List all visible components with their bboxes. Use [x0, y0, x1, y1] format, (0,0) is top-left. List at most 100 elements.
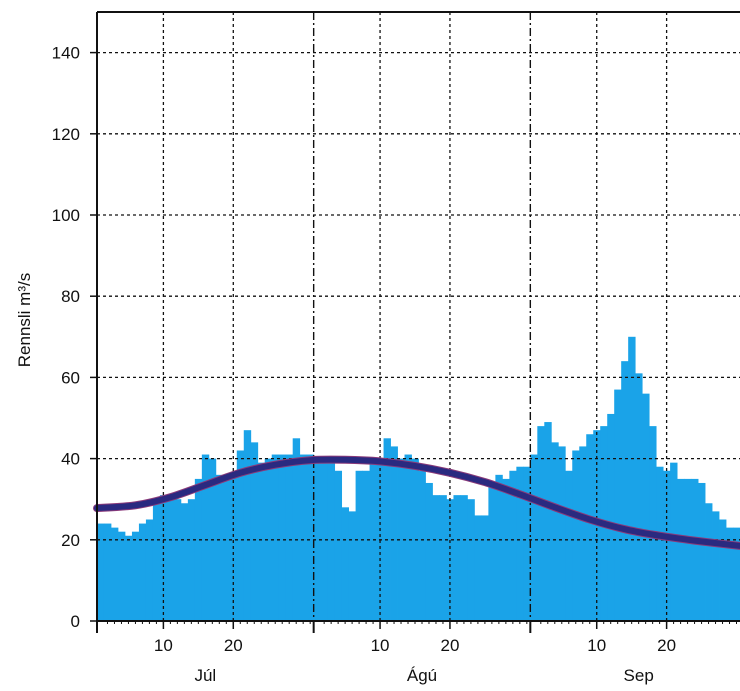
mean-curve — [94, 456, 740, 549]
bar — [656, 466, 664, 621]
bar — [439, 495, 447, 621]
bar — [481, 515, 489, 621]
bar — [271, 454, 280, 621]
bar — [719, 519, 727, 621]
bar — [733, 527, 740, 621]
bar — [537, 426, 545, 621]
bar — [152, 499, 161, 621]
bar — [551, 442, 559, 621]
bar — [131, 531, 140, 621]
bar — [138, 523, 147, 621]
bar — [222, 478, 231, 621]
bar — [299, 454, 308, 621]
bar — [432, 495, 440, 621]
bar — [614, 389, 622, 621]
bar — [110, 527, 119, 621]
y-tick-label: 20 — [61, 531, 80, 550]
bar — [509, 470, 517, 621]
bar — [236, 450, 245, 621]
bar — [425, 482, 433, 621]
y-tick-label: 40 — [61, 450, 80, 469]
bar — [187, 499, 196, 621]
y-tick-label: 100 — [52, 206, 80, 225]
bar — [257, 462, 266, 621]
bar — [558, 446, 566, 621]
bar — [201, 454, 210, 621]
bar — [691, 478, 699, 621]
month-label: Ágú — [407, 666, 437, 685]
bar — [404, 454, 412, 621]
y-tick-label: 80 — [61, 287, 80, 306]
bar — [320, 458, 329, 621]
bar — [495, 474, 503, 621]
bar — [250, 442, 259, 621]
bar — [334, 470, 343, 621]
y-tick-label: 140 — [52, 44, 80, 63]
bar — [194, 478, 203, 621]
bar — [474, 515, 482, 621]
bar — [341, 507, 350, 621]
bar — [677, 478, 685, 621]
day-tick-label: 20 — [440, 636, 459, 655]
bar — [145, 519, 154, 621]
bar — [313, 458, 322, 621]
bar — [278, 454, 287, 621]
bar — [383, 438, 391, 621]
bar — [565, 470, 573, 621]
bar — [467, 499, 475, 621]
bar — [726, 527, 734, 621]
bar — [523, 466, 531, 621]
bar — [684, 478, 692, 621]
bar — [453, 495, 461, 621]
bar — [642, 393, 650, 621]
bar — [621, 361, 629, 621]
bar — [306, 454, 315, 621]
day-tick-label: 10 — [371, 636, 390, 655]
bar — [215, 474, 224, 621]
bar — [243, 430, 252, 621]
month-label: Júl — [194, 666, 216, 685]
month-label: Sep — [624, 666, 654, 685]
bar — [285, 454, 294, 621]
bar — [649, 426, 657, 621]
bar — [418, 470, 426, 621]
bar — [572, 450, 580, 621]
bar — [362, 470, 370, 621]
bar — [117, 531, 126, 621]
bar — [586, 434, 594, 621]
axes — [96, 11, 740, 622]
bar — [264, 458, 273, 621]
bar — [180, 503, 189, 621]
bar — [397, 458, 405, 621]
bar — [124, 535, 133, 621]
bar — [390, 446, 398, 621]
bar — [355, 470, 363, 621]
day-tick-label: 10 — [587, 636, 606, 655]
bar — [530, 454, 538, 621]
bar — [628, 336, 636, 621]
day-tick-label: 20 — [224, 636, 243, 655]
day-tick-label: 20 — [657, 636, 676, 655]
y-axis-title: Rennsli m³/s — [15, 273, 34, 367]
bar — [607, 413, 615, 621]
bar-series — [97, 336, 740, 621]
bar — [544, 422, 552, 621]
y-tick-label: 0 — [71, 612, 80, 631]
bar — [502, 478, 510, 621]
gridlines — [97, 12, 740, 621]
bar — [348, 511, 356, 621]
bar — [635, 373, 643, 621]
bar — [705, 503, 713, 621]
mean-flow-curve — [93, 455, 740, 550]
bar — [579, 446, 587, 621]
bar — [173, 499, 182, 621]
bar — [663, 470, 671, 621]
bar — [103, 523, 112, 621]
y-tick-label: 120 — [52, 125, 80, 144]
bar — [698, 482, 706, 621]
bar — [97, 523, 105, 621]
bar — [460, 495, 468, 621]
bar — [712, 511, 720, 621]
